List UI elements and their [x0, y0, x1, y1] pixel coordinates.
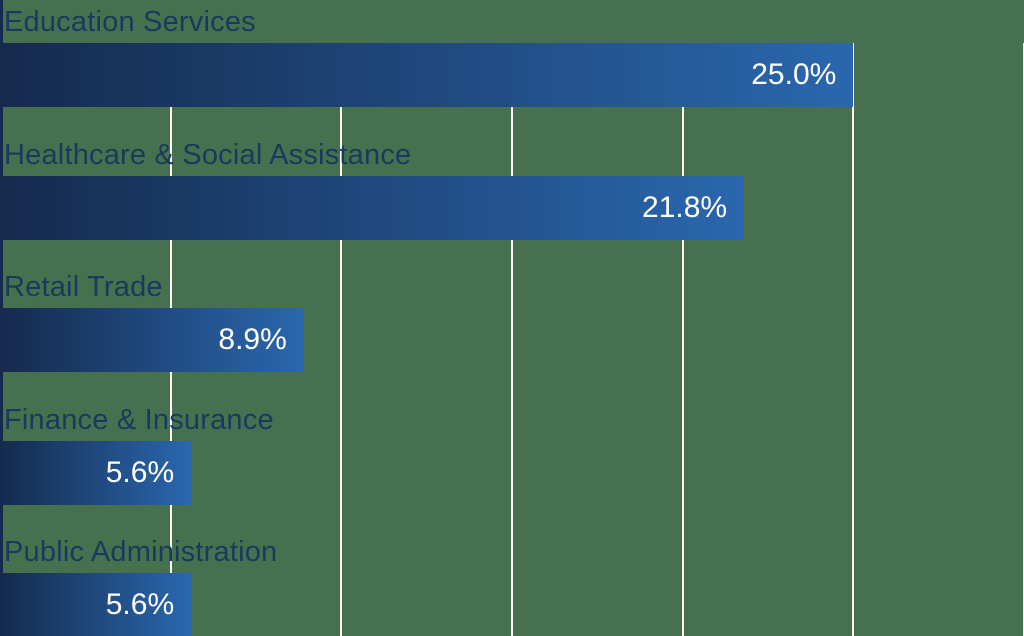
value-label: 25.0%	[751, 58, 837, 91]
bar-row: Retail Trade 8.9%	[0, 270, 1024, 372]
gridline	[852, 43, 855, 636]
value-label: 5.6%	[105, 588, 175, 621]
category-label: Public Administration	[4, 536, 278, 568]
category-label: Finance & Insurance	[4, 403, 274, 436]
bar-row: Finance & Insurance 5.6%	[0, 403, 1024, 505]
gridline	[340, 43, 343, 636]
bar: 5.6%	[0, 573, 192, 636]
value-label: 21.8%	[642, 190, 728, 224]
value-label: 5.6%	[105, 455, 175, 489]
value-label: 8.9%	[218, 323, 287, 356]
category-label: Retail Trade	[4, 271, 163, 303]
bar: 5.6%	[0, 440, 192, 505]
category-label: Healthcare & Social Assistance	[4, 138, 412, 171]
bar: 21.8%	[0, 175, 745, 240]
bar-row: Public Administration 5.6%	[0, 535, 1024, 636]
gridline	[681, 43, 684, 636]
category-label: Education Services	[4, 6, 256, 38]
bar: 8.9%	[0, 308, 304, 372]
bar: 25.0%	[0, 43, 854, 107]
bar-row: Education Services 25.0%	[0, 5, 1024, 107]
bar-row: Healthcare & Social Assistance 21.8%	[0, 138, 1024, 240]
gridline	[511, 43, 513, 636]
